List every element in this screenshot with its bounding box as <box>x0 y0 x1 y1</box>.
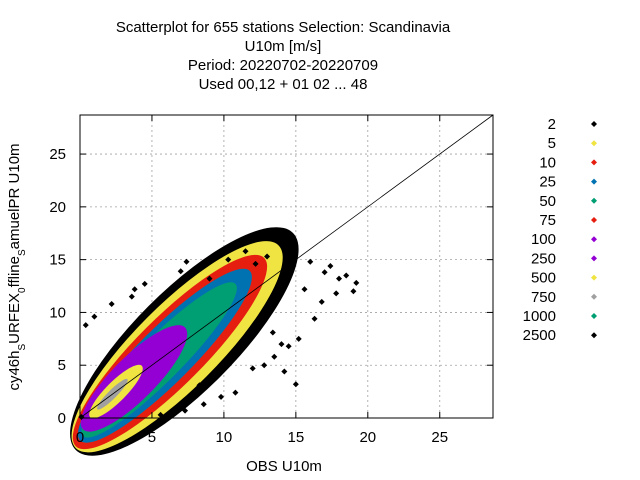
y-label-part: S <box>17 344 28 351</box>
y-tick-label: 25 <box>49 146 66 163</box>
outlier-point <box>225 256 232 263</box>
legend-label: 2500 <box>523 327 556 344</box>
y-tick-label: 20 <box>49 199 66 216</box>
outlier-point <box>182 407 189 414</box>
diagonal-line <box>79 114 494 419</box>
outlier-point <box>218 393 225 400</box>
legend-label: 750 <box>531 289 556 306</box>
legend-label: 500 <box>531 270 556 287</box>
outlier-point <box>170 409 177 416</box>
title-line-4: Used 00,12 + 01 02 ... 48 <box>199 76 368 93</box>
legend-label: 250 <box>531 250 556 267</box>
y-tick-label: 0 <box>58 410 66 427</box>
x-tick-label: 5 <box>148 429 156 446</box>
legend-marker <box>591 159 597 166</box>
legend-label: 10 <box>539 154 556 171</box>
outlier-point <box>269 329 276 336</box>
outlier-point <box>336 275 343 282</box>
outlier-point <box>333 290 340 297</box>
outlier-point <box>350 288 357 295</box>
outlier-point <box>343 272 350 279</box>
outlier-point <box>242 248 249 255</box>
x-tick-label: 0 <box>76 429 84 446</box>
title-line-1: Scatterplot for 655 stations Selection: … <box>116 19 451 36</box>
outlier-point <box>264 253 271 260</box>
outlier-point <box>235 241 242 248</box>
outlier-point <box>271 353 278 360</box>
outlier-point <box>128 293 135 300</box>
outlier-point <box>196 382 203 389</box>
legend-label: 75 <box>539 212 556 229</box>
outlier-points <box>78 235 360 420</box>
chart-title: Scatterplot for 655 stations Selection: … <box>116 19 451 93</box>
outlier-point <box>252 260 259 267</box>
y-axis-label: cy46hSURFEX0fflineSamuelPR U10m <box>6 143 28 390</box>
legend-label: 100 <box>531 231 556 248</box>
y-label-part: URFEX <box>6 293 23 344</box>
legend-label: 25 <box>539 174 556 191</box>
legend-marker <box>591 255 597 262</box>
outlier-point <box>292 381 299 388</box>
outlier-point <box>307 258 314 265</box>
plot-frame <box>79 114 494 419</box>
outlier-point <box>249 365 256 372</box>
legend-marker <box>591 197 597 204</box>
outlier-point <box>261 362 268 369</box>
x-axis-label: OBS U10m <box>246 458 322 475</box>
x-axis-ticks: 0 5 10 15 20 25 <box>76 115 448 446</box>
outlier-point <box>206 275 213 282</box>
x-tick-label: 10 <box>216 429 233 446</box>
legend-label: 1000 <box>523 308 556 325</box>
outlier-point <box>177 268 184 275</box>
x-tick-label: 25 <box>431 429 448 446</box>
outlier-point <box>82 322 89 329</box>
outlier-point <box>279 235 286 242</box>
outlier-point <box>327 262 334 269</box>
legend-label: 50 <box>539 193 556 210</box>
legend-marker <box>591 293 597 300</box>
outlier-point <box>131 286 138 293</box>
y-tick-label: 10 <box>49 304 66 321</box>
outlier-point <box>353 279 360 286</box>
outlier-point <box>141 280 148 287</box>
y-axis-ticks: 0 5 10 15 20 25 <box>49 146 493 427</box>
legend-marker <box>591 332 597 339</box>
outlier-point <box>321 269 328 276</box>
outlier-point <box>295 335 302 342</box>
legend-marker <box>591 217 597 223</box>
legend-marker <box>591 313 597 319</box>
y-tick-label: 15 <box>49 252 66 269</box>
outlier-point <box>281 368 288 375</box>
x-tick-label: 15 <box>288 429 305 446</box>
outlier-point <box>311 315 318 322</box>
legend-label: 2 <box>548 116 556 133</box>
y-label-part: cy46h <box>6 351 23 391</box>
outlier-point <box>301 286 308 293</box>
outlier-point <box>91 313 98 320</box>
y-label-part: amuelPR U10m <box>6 143 23 249</box>
legend-marker <box>591 178 597 185</box>
outlier-point <box>285 343 292 350</box>
title-line-2: U10m [m/s] <box>245 38 322 55</box>
legend-marker <box>591 236 597 243</box>
legend-marker <box>591 140 597 147</box>
outlier-point <box>200 401 207 408</box>
outlier-point <box>157 411 164 418</box>
y-tick-label: 5 <box>58 357 66 374</box>
y-label-part: S <box>17 249 28 256</box>
y-label-part: ffline <box>6 256 23 287</box>
outlier-point <box>183 258 190 265</box>
outlier-point <box>108 300 115 307</box>
title-line-3: Period: 20220702-20220709 <box>188 57 378 74</box>
legend-label: 5 <box>548 135 556 152</box>
x-tick-label: 20 <box>359 429 376 446</box>
outlier-point <box>278 341 285 348</box>
legend-marker <box>591 274 597 281</box>
outlier-point <box>232 389 239 396</box>
legend-marker <box>591 121 597 127</box>
outlier-point <box>318 298 325 305</box>
y-label-part: 0 <box>17 287 28 293</box>
